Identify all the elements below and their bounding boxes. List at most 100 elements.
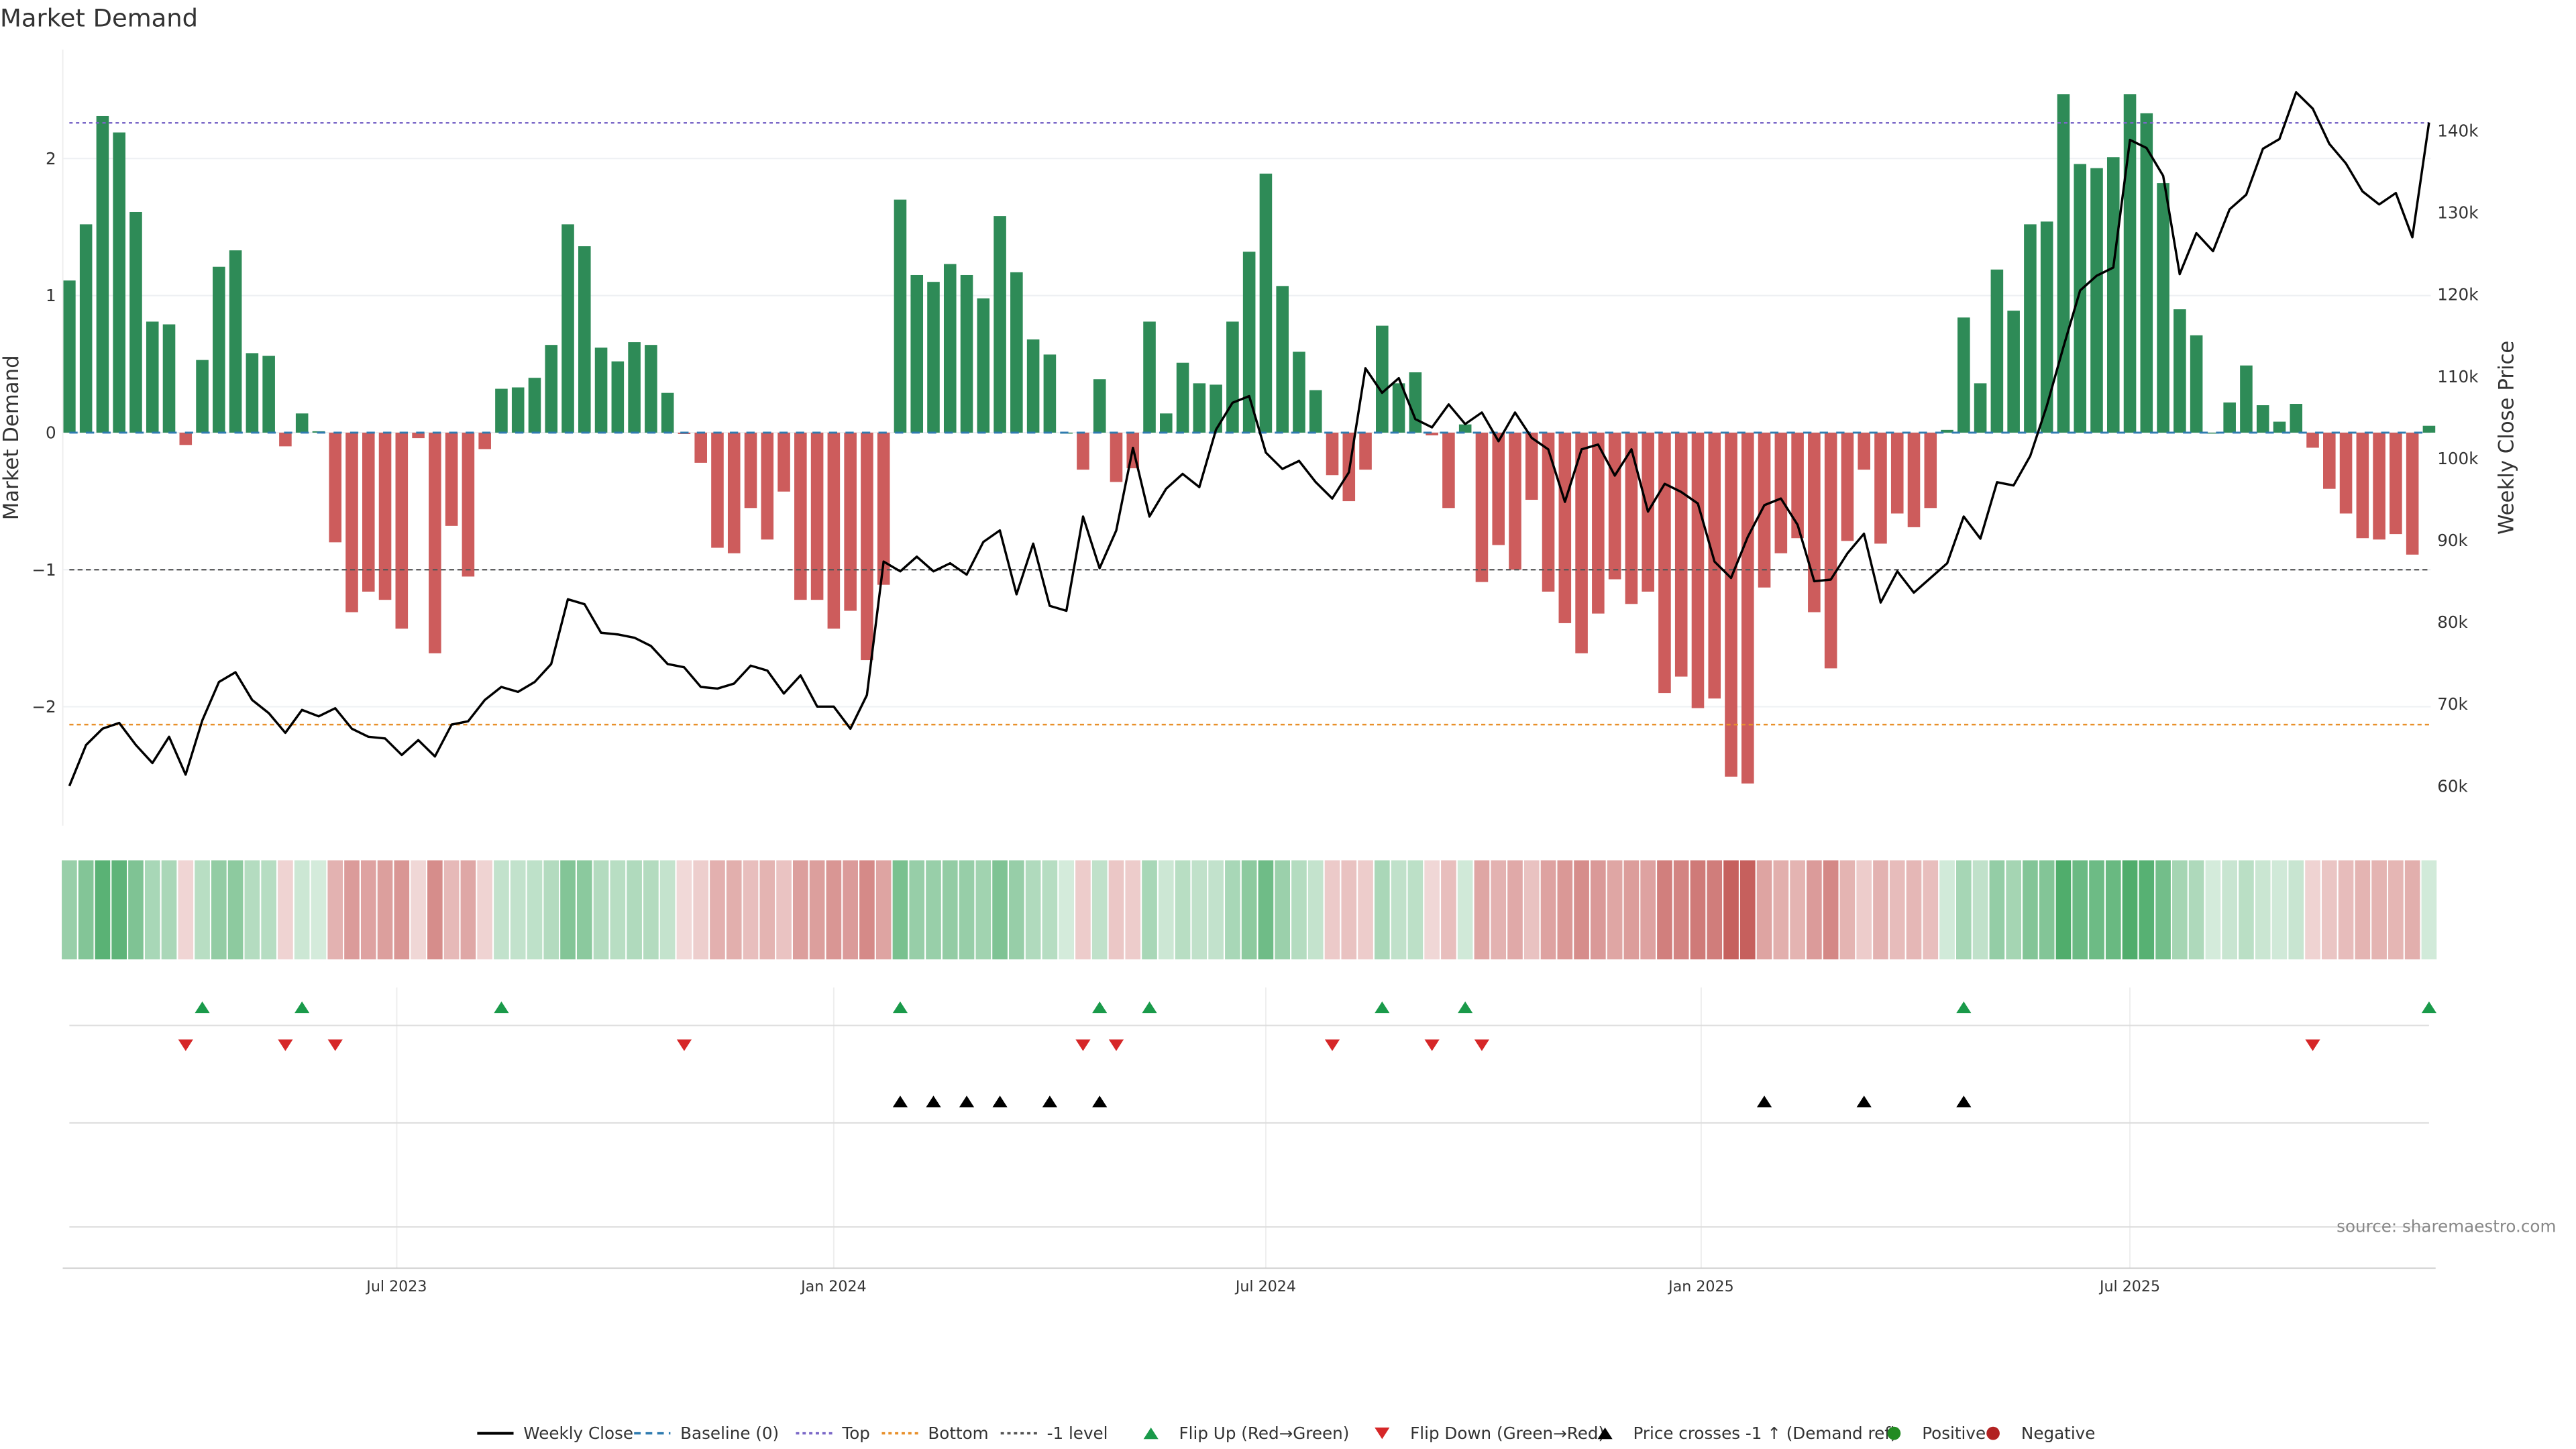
heatmap-cell bbox=[1972, 860, 1988, 960]
negative-bar bbox=[1625, 432, 1638, 604]
positive-bar bbox=[2273, 421, 2286, 433]
negative-bar bbox=[827, 432, 841, 629]
positive-bar bbox=[578, 246, 591, 433]
negative-bar bbox=[1110, 432, 1123, 482]
y2-axis-label: Weekly Close Price bbox=[2494, 341, 2518, 535]
legend-swatch bbox=[1887, 1426, 1901, 1440]
heatmap-cell bbox=[1341, 860, 1357, 960]
heatmap-cell bbox=[1291, 860, 1307, 960]
heatmap-cell bbox=[576, 860, 592, 960]
positive-bar bbox=[927, 282, 940, 433]
positive-bar bbox=[1010, 272, 1023, 433]
demand-bars bbox=[63, 94, 2436, 784]
positive-bar bbox=[262, 356, 275, 433]
positive-bar bbox=[2157, 183, 2169, 433]
negative-bar bbox=[345, 432, 358, 612]
heatmap-cell bbox=[1375, 860, 1390, 960]
heatmap-cell bbox=[1939, 860, 1955, 960]
heatmap-cell bbox=[1623, 860, 1640, 960]
positive-bar bbox=[611, 361, 625, 433]
positive-bar bbox=[2123, 94, 2137, 433]
positive-bar bbox=[1043, 354, 1057, 433]
negative-bar bbox=[1592, 432, 1605, 614]
flip-down-marker bbox=[676, 1039, 692, 1051]
heatmap-cell bbox=[1690, 860, 1706, 960]
positive-bar bbox=[994, 216, 1006, 433]
price-cross-marker bbox=[1856, 1095, 1872, 1108]
heatmap-cell bbox=[859, 860, 875, 960]
positive-bar bbox=[1176, 362, 1189, 433]
legend-label: Negative bbox=[2021, 1424, 2095, 1443]
y-tick-label: 0 bbox=[46, 423, 56, 443]
heatmap-cell bbox=[1739, 860, 1756, 960]
y2-tick-label: 140k bbox=[2437, 121, 2479, 141]
heatmap-cell bbox=[659, 860, 676, 960]
legend-swatch bbox=[1375, 1428, 1390, 1440]
flip-up-marker bbox=[892, 1001, 908, 1014]
heatmap-cell bbox=[327, 860, 343, 960]
negative-bar bbox=[810, 432, 824, 600]
heatmap-cell bbox=[610, 860, 626, 960]
positive-bar bbox=[1226, 321, 1239, 433]
positive-bar bbox=[910, 274, 924, 433]
heatmap-cell bbox=[2172, 860, 2188, 960]
legend-label: Bottom bbox=[928, 1424, 988, 1443]
heatmap-cell bbox=[227, 860, 244, 960]
price-cross-marker bbox=[1042, 1095, 1057, 1108]
heatmap-cell bbox=[1873, 860, 1888, 960]
chart-title: Market Demand bbox=[0, 3, 198, 32]
heatmap-cell bbox=[875, 860, 892, 960]
heatmap-cell bbox=[826, 860, 842, 960]
heatmap-cell bbox=[1557, 860, 1573, 960]
positive-bar bbox=[894, 199, 907, 433]
heatmap-cell bbox=[1856, 860, 1872, 960]
price-cross-marker bbox=[1956, 1095, 1972, 1108]
positive-bar bbox=[511, 387, 525, 433]
negative-bar bbox=[1575, 432, 1588, 653]
negative-bar bbox=[1525, 432, 1538, 500]
heatmap-cell bbox=[1640, 860, 1656, 960]
positive-bar bbox=[960, 274, 973, 433]
negative-bar bbox=[478, 432, 491, 449]
positive-bar bbox=[661, 392, 674, 433]
heatmap-cell bbox=[776, 860, 792, 960]
positive-bar bbox=[246, 353, 259, 433]
positive-bar bbox=[162, 324, 176, 433]
heatmap-cell bbox=[809, 860, 825, 960]
heatmap-cell bbox=[62, 860, 77, 960]
positive-bar bbox=[2290, 404, 2303, 433]
positive-bar bbox=[1957, 317, 1970, 433]
heatmap-cell bbox=[1091, 860, 1108, 960]
heatmap-cell bbox=[294, 860, 310, 960]
heatmap-cell bbox=[144, 860, 160, 960]
heatmap-cell bbox=[992, 860, 1008, 960]
negative-bar bbox=[1890, 432, 1904, 514]
positive-bar bbox=[1293, 352, 1305, 433]
heatmap-cell bbox=[111, 860, 127, 960]
heatmap-cell bbox=[2421, 860, 2437, 960]
heatmap-cell bbox=[726, 860, 742, 960]
negative-bar bbox=[329, 432, 342, 543]
heatmap-cell bbox=[1906, 860, 1922, 960]
y2-tick-label: 100k bbox=[2437, 449, 2479, 468]
negative-bar bbox=[844, 432, 857, 611]
heatmap-cell bbox=[360, 860, 376, 960]
negative-bar bbox=[877, 432, 890, 585]
heatmap-cell bbox=[1158, 860, 1174, 960]
heatmap-cell bbox=[2288, 860, 2304, 960]
y2-tick-label: 130k bbox=[2437, 203, 2479, 223]
heatmap-cell bbox=[1125, 860, 1141, 960]
legend-swatch bbox=[1986, 1426, 2000, 1440]
x-tick-label: Jul 2025 bbox=[2098, 1278, 2160, 1295]
heatmap-cell bbox=[892, 860, 908, 960]
negative-bar bbox=[711, 432, 724, 548]
heatmap-cell bbox=[2006, 860, 2021, 960]
heatmap-cell bbox=[1307, 860, 1324, 960]
positive-bar bbox=[63, 280, 76, 433]
positive-bar bbox=[1941, 429, 1953, 433]
heatmap-cell bbox=[427, 860, 443, 960]
weekly-close-line bbox=[68, 91, 2430, 787]
x-tick-label: Jul 2023 bbox=[365, 1278, 427, 1295]
positive-bar bbox=[1242, 252, 1256, 433]
negative-bar bbox=[1674, 432, 1688, 677]
